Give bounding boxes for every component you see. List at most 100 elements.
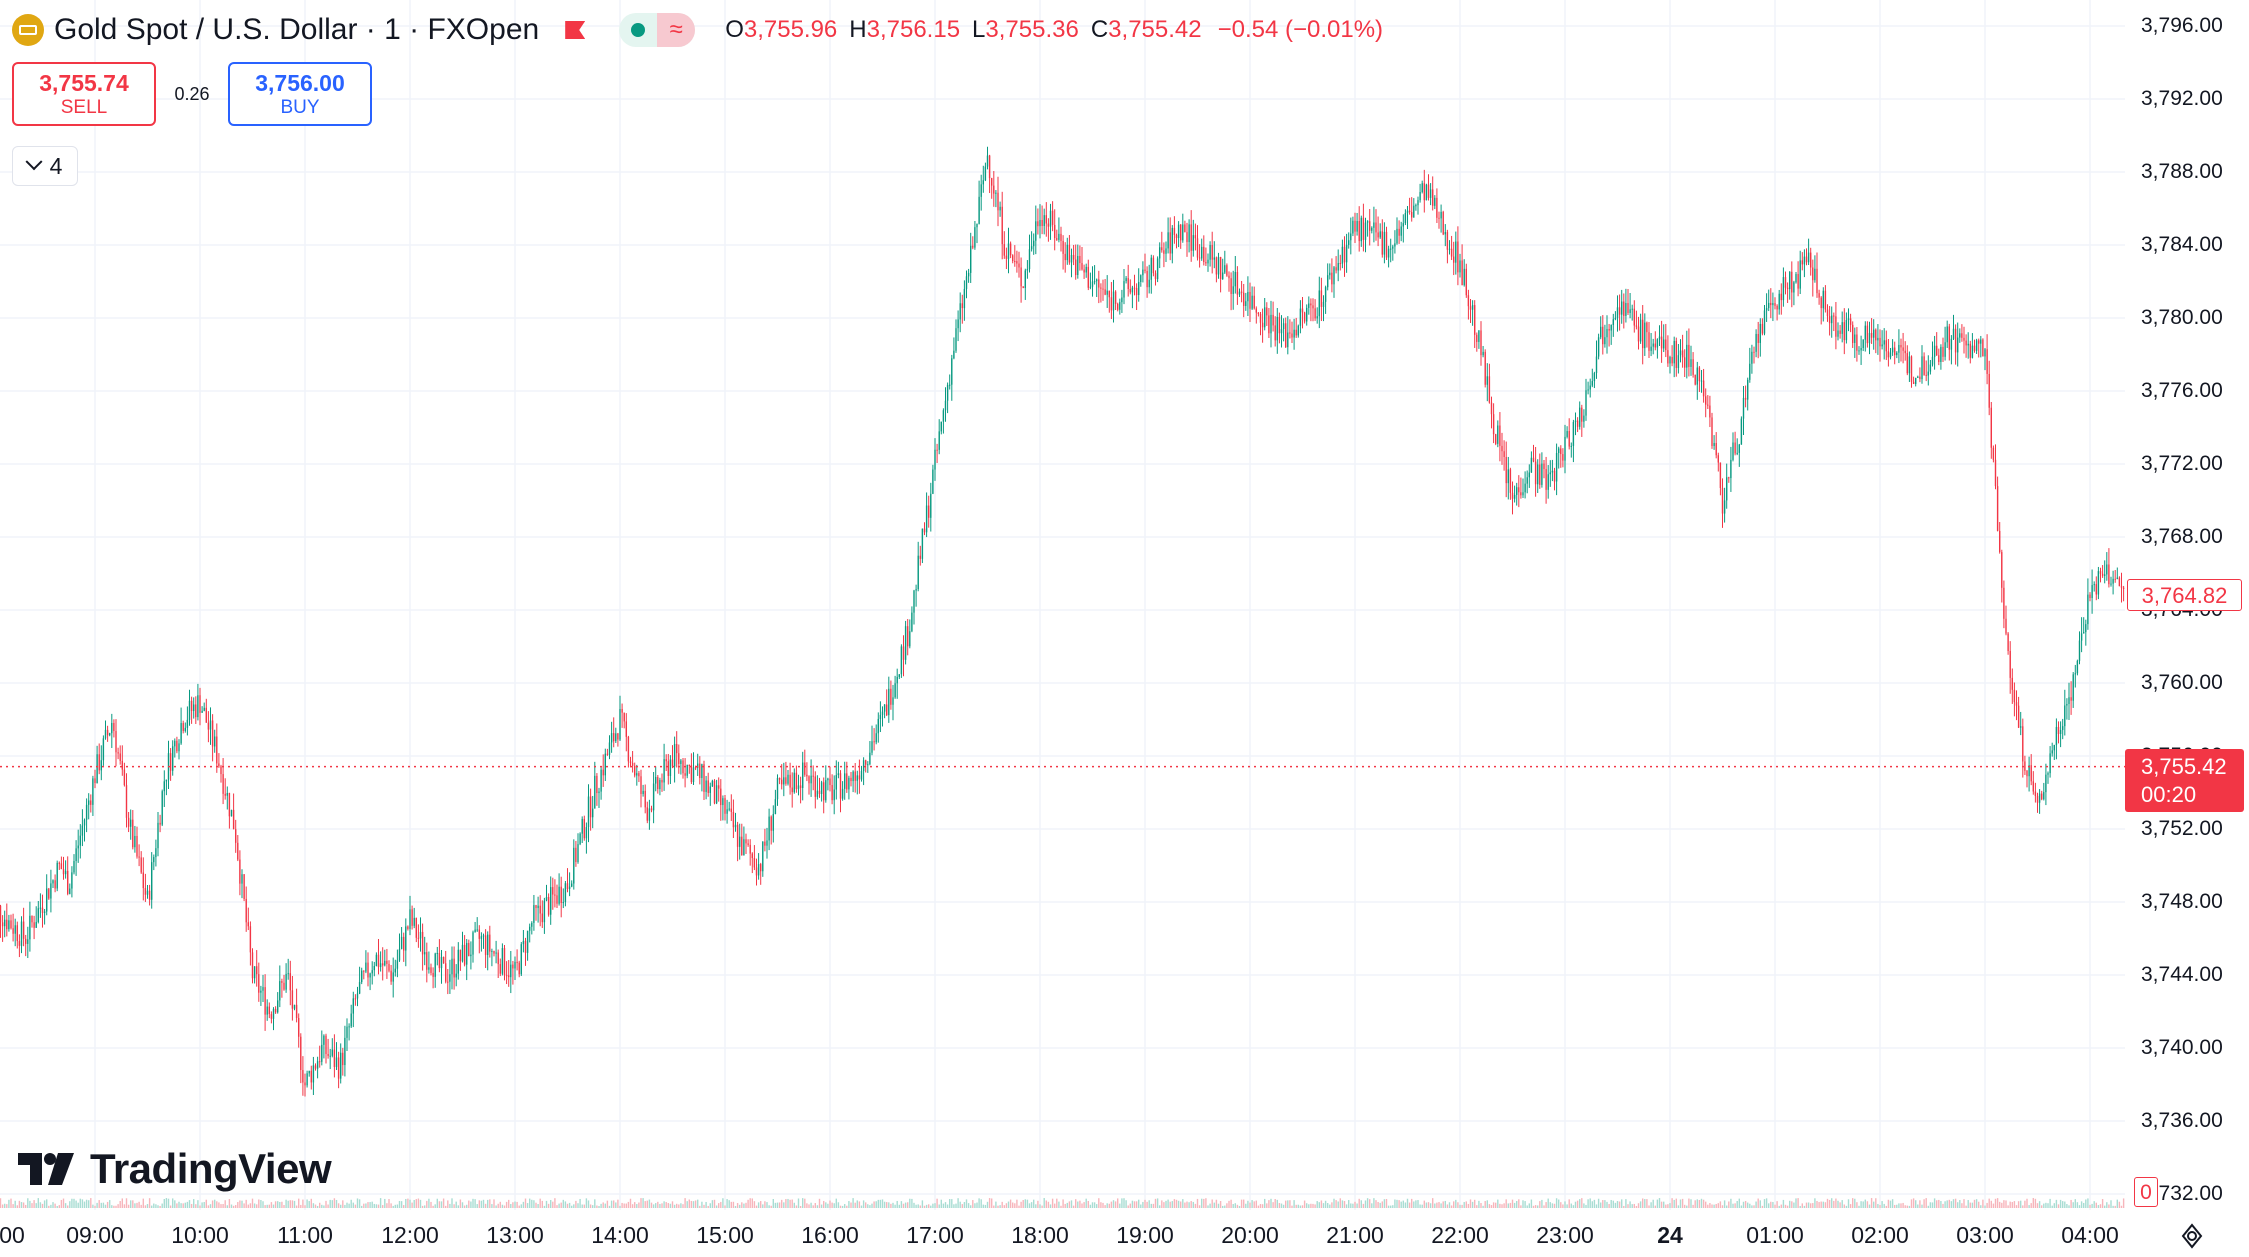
candle [1261,308,1264,343]
candle [1902,332,1904,364]
volume-bar [1448,1202,1451,1208]
candle [743,826,745,856]
volume-bar [642,1198,644,1208]
candle [253,966,256,984]
volume-bar [518,1205,520,1208]
volume-bar [984,1204,987,1208]
symbol-title[interactable]: Gold Spot / U.S. Dollar · 1 · FXOpen [54,13,540,46]
candle [1039,204,1041,239]
candle [1446,229,1449,264]
volume-bar [153,1203,155,1208]
volume-bar [1986,1202,1988,1208]
volume-bar [1803,1205,1806,1208]
candle [1576,417,1579,433]
time-axis-label: 04:00 [2061,1222,2119,1248]
volume-bar [1921,1204,1923,1208]
sell-button[interactable]: 3,755.74 SELL [12,62,156,126]
flag-icon[interactable] [563,19,585,41]
candle [117,747,119,760]
volume-bar [310,1198,312,1208]
candle [1060,226,1062,252]
volume-bar [606,1200,609,1208]
candle [1684,349,1686,378]
volume-bar [1870,1198,1873,1208]
indicators-toggle-button[interactable]: 4 [12,146,78,186]
volume-bar [2032,1198,2034,1208]
volume-bar [1421,1204,1423,1208]
volume-bar [1314,1204,1316,1208]
candle [1509,467,1512,500]
volume-bars [0,1198,2125,1208]
volume-bar [1299,1205,1302,1208]
volume-bar [774,1202,777,1208]
volume-bar [1994,1198,1997,1208]
volume-bar [2076,1202,2079,1208]
candle [2076,659,2079,676]
candle [1637,316,1640,350]
volume-bar [520,1204,522,1208]
candle [596,773,598,806]
volume-bar [2038,1201,2041,1208]
volume-bar [1608,1203,1610,1208]
volume-bar [1406,1198,1409,1208]
volume-bar [1625,1199,1627,1208]
market-status[interactable]: ≈ [619,13,696,47]
price-chart[interactable] [0,0,2125,1210]
volume-bar [1482,1205,1484,1208]
candle [1591,368,1593,388]
volume-bar [1119,1203,1121,1208]
candle [268,1002,270,1019]
volume-bar [1513,1202,1516,1208]
candle [1723,487,1726,523]
volume-bar [732,1201,735,1208]
buy-button[interactable]: 3,756.00 BUY [228,62,372,126]
volume-bar [1322,1203,1325,1208]
candle [1303,311,1306,324]
volume-bar [1954,1198,1957,1208]
candle [1322,295,1325,322]
candle [388,960,390,973]
candle [130,809,132,840]
candle [1608,323,1610,347]
candle [476,917,478,932]
candle [673,736,676,783]
candle [715,779,718,805]
volume-bar [1952,1199,1955,1208]
candle [1209,241,1211,267]
price-axis-label: 3,752.00 [2141,817,2223,840]
volume-bar [1276,1199,1278,1208]
volume-bar [287,1200,289,1208]
volume-bar [1961,1203,1963,1208]
candle [604,748,606,781]
volume-bar [1320,1200,1323,1208]
volume-bar [1524,1201,1526,1208]
candle [1518,475,1520,508]
volume-bar [1537,1205,1539,1208]
volume-bar [459,1199,462,1208]
tradingview-logo[interactable]: TradingView [18,1145,332,1193]
chart-settings-icon[interactable] [2178,1222,2206,1250]
volume-bar [583,1204,585,1208]
volume-bar [1211,1199,1213,1208]
volume-bar [529,1198,531,1208]
volume-bar [2015,1205,2018,1208]
candle [1266,302,1268,326]
volume-bar [1503,1203,1505,1208]
volume-bar [1572,1205,1575,1208]
candle [1345,233,1348,273]
volume-bar [1492,1202,1495,1208]
candle [2057,721,2060,744]
volume-bar [1558,1199,1560,1208]
gold-symbol-icon[interactable] [12,14,44,46]
candle [293,1004,296,1011]
candle [1362,203,1365,252]
volume-bar [1663,1201,1665,1208]
candle [1144,253,1146,274]
volume-bar [1383,1199,1386,1208]
candle [602,754,604,787]
volume-bar [699,1205,701,1208]
candle [16,921,18,949]
candle [1203,235,1205,266]
candle [1961,324,1963,342]
candle [1915,377,1917,387]
